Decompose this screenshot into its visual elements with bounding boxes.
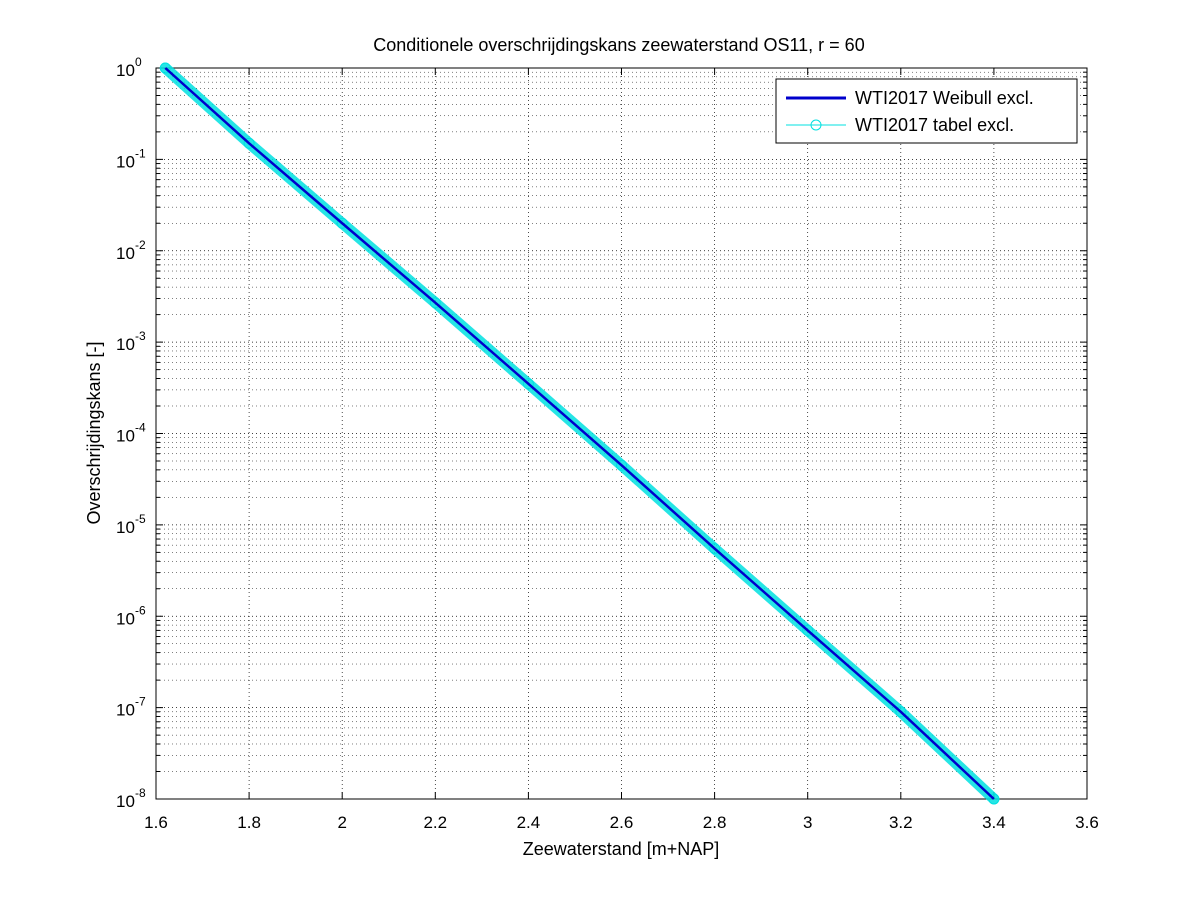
chart-title: Conditionele overschrijdingskans zeewate… [373, 35, 864, 55]
legend-label-tabel: WTI2017 tabel excl. [855, 115, 1014, 135]
y-tick-label: 10 -5 [116, 512, 146, 537]
series-tabel-point [802, 624, 814, 636]
x-tick-label: 2.4 [517, 813, 541, 832]
series-tabel-point [895, 706, 907, 718]
y-axis-label: Overschrijdingskans [-] [84, 341, 104, 524]
series-tabel-point [429, 297, 441, 309]
y-tick-base: 10 [116, 244, 135, 263]
y-tick-base: 10 [116, 792, 135, 811]
x-tick-label: 1.6 [144, 813, 168, 832]
y-tick-label: 10 -1 [116, 146, 146, 171]
y-tick-base: 10 [116, 61, 135, 80]
x-tick-label: 3.4 [982, 813, 1006, 832]
y-tick-exponent: -2 [135, 238, 146, 252]
series-tabel-point [243, 137, 255, 149]
y-tick-base: 10 [116, 518, 135, 537]
axis-ticks [155, 67, 1088, 800]
legend-label-weibull: WTI2017 Weibull excl. [855, 88, 1034, 108]
y-tick-exponent: -8 [135, 786, 146, 800]
y-tick-exponent: -4 [135, 421, 146, 435]
y-tick-label: 10 -6 [116, 603, 146, 628]
series-layer [159, 62, 1000, 805]
x-tick-label: 2.2 [423, 813, 447, 832]
x-tick-label: 3 [803, 813, 812, 832]
x-tick-labels: 1.6 1.8 2 2.2 2.4 2.6 2.8 3 3.2 3.4 3.6 [144, 813, 1099, 832]
y-tick-exponent: -7 [135, 695, 146, 709]
y-tick-base: 10 [116, 427, 135, 446]
y-tick-exponent: -6 [135, 603, 146, 617]
series-tabel-point [709, 543, 721, 555]
y-tick-base: 10 [116, 701, 135, 720]
series-tabel-point [988, 793, 1000, 805]
x-tick-label: 2.8 [703, 813, 727, 832]
x-tick-label: 1.8 [237, 813, 261, 832]
y-tick-label: 10 -4 [116, 421, 146, 446]
legend-box [775, 78, 1078, 144]
series-tabel-point [336, 217, 348, 229]
x-tick-label: 2 [337, 813, 346, 832]
y-tick-label: 10 -8 [116, 786, 146, 811]
y-tick-exponent: -5 [135, 512, 146, 526]
y-tick-base: 10 [116, 152, 135, 171]
series-tabel-point [522, 378, 534, 390]
y-tick-exponent: 0 [135, 55, 142, 69]
series-tabel-point [616, 459, 627, 471]
y-tick-label: 10 0 [116, 55, 142, 80]
x-axis-label: Zeewaterstand [m+NAP] [523, 839, 720, 859]
series-tabel-point [159, 62, 171, 74]
x-tick-label: 3.2 [889, 813, 913, 832]
y-tick-exponent: -1 [135, 146, 146, 160]
y-tick-exponent: -3 [135, 329, 146, 343]
y-tick-base: 10 [116, 335, 135, 354]
y-tick-label: 10 -3 [116, 329, 146, 354]
legend-marker-tabel [810, 119, 822, 131]
y-tick-label: 10 -7 [116, 695, 146, 720]
x-tick-label: 2.6 [610, 813, 634, 832]
x-tick-label: 3.6 [1075, 813, 1099, 832]
series-weibull-line [164, 67, 995, 800]
y-tick-base: 10 [116, 609, 135, 628]
legend: WTI2017 Weibull excl. WTI2017 tabel excl… [775, 78, 1078, 144]
y-tick-label: 10 -2 [116, 238, 146, 263]
